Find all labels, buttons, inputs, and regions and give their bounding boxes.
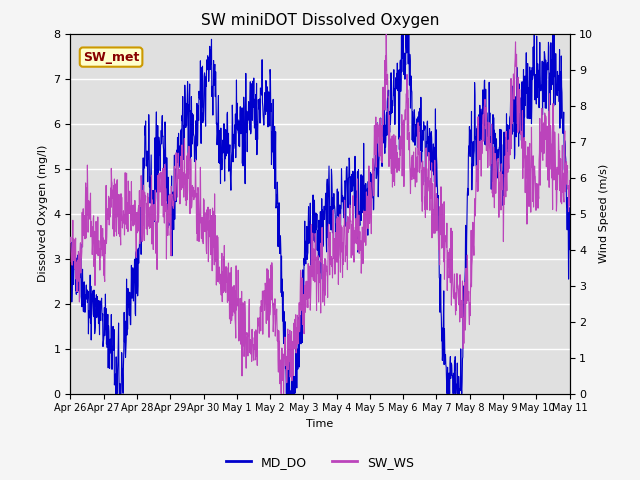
Text: SW_met: SW_met xyxy=(83,50,140,63)
X-axis label: Time: Time xyxy=(307,419,333,429)
Y-axis label: Dissolved Oxygen (mg/l): Dissolved Oxygen (mg/l) xyxy=(38,145,48,282)
Title: SW miniDOT Dissolved Oxygen: SW miniDOT Dissolved Oxygen xyxy=(201,13,439,28)
Y-axis label: Wind Speed (m/s): Wind Speed (m/s) xyxy=(599,164,609,263)
Legend: MD_DO, SW_WS: MD_DO, SW_WS xyxy=(221,451,419,474)
